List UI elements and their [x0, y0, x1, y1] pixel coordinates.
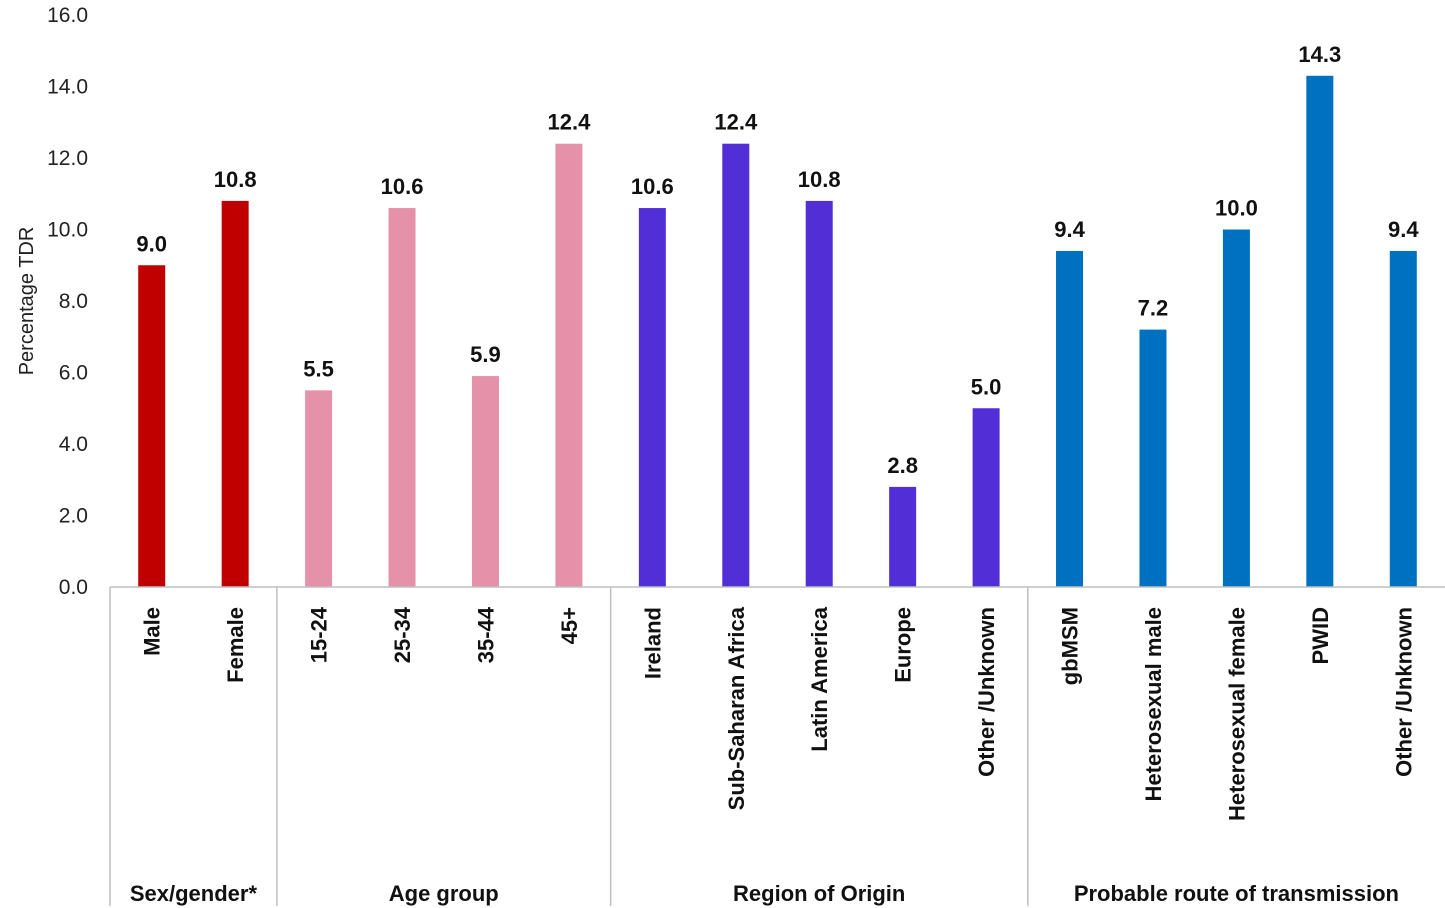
bar-2-2 — [805, 200, 833, 587]
category-label: PWID — [1308, 607, 1333, 664]
x-axis: Male Female 15-24 25-34 35-44 45+ Ireland Sub-S… — [109, 586, 1445, 906]
group-label: Age group — [389, 881, 499, 906]
y-axis-label: Percentage TDR — [16, 227, 38, 376]
bar-2-0 — [638, 208, 666, 588]
bar-3-0 — [1056, 250, 1084, 587]
bar-1-3 — [555, 143, 583, 587]
y-tick-label: 12.0 — [47, 147, 88, 170]
category-label: Heterosexual male — [1141, 607, 1166, 801]
y-tick-label: 8.0 — [59, 290, 88, 313]
value-label: 5.9 — [470, 342, 501, 367]
y-tick-label: 4.0 — [59, 433, 88, 456]
value-label: 12.4 — [714, 110, 758, 135]
value-label: 5.0 — [971, 374, 1002, 399]
bar-1-0 — [305, 390, 333, 587]
bars — [138, 75, 1417, 588]
category-label: Female — [223, 607, 248, 683]
value-label: 9.0 — [136, 231, 167, 256]
value-labels: 9.0 10.8 5.5 10.6 5.9 12.4 10.6 12.4 10.8 2.8 5.0 9… — [136, 42, 1419, 478]
bar-3-1 — [1139, 329, 1167, 587]
category-label: Sub-Saharan Africa — [724, 606, 749, 810]
category-label: Latin America — [807, 606, 832, 751]
category-label: 45+ — [557, 607, 582, 644]
bar-1-2 — [471, 376, 499, 587]
y-tick-label: 14.0 — [47, 76, 88, 99]
category-label: Other /Unknown — [1391, 607, 1416, 777]
bar-0-0 — [138, 265, 166, 587]
y-tick-label: 16.0 — [47, 4, 88, 27]
y-axis-ticks: 0.0 2.0 4.0 6.0 8.0 10.0 12.0 14.0 16.0 — [47, 4, 88, 599]
category-label: Other /Unknown — [974, 607, 999, 777]
value-label: 14.3 — [1298, 42, 1341, 67]
value-label: 10.8 — [798, 167, 841, 192]
value-label: 2.8 — [887, 453, 918, 478]
y-tick-label: 2.0 — [59, 505, 88, 528]
value-label: 9.4 — [1388, 217, 1419, 242]
bar-3-2 — [1222, 229, 1250, 587]
group-label: Region of Origin — [733, 881, 905, 906]
value-label: 10.8 — [214, 167, 257, 192]
category-label: Male — [140, 607, 165, 656]
value-label: 7.2 — [1138, 296, 1169, 321]
bar-2-3 — [889, 486, 917, 587]
value-label: 10.0 — [1215, 196, 1258, 221]
bar-2-1 — [722, 143, 750, 587]
bar-3-3 — [1306, 75, 1334, 588]
category-label: Ireland — [640, 607, 665, 679]
category-label: 35-44 — [473, 606, 498, 663]
value-label: 5.5 — [303, 356, 334, 381]
category-label: 15-24 — [307, 606, 332, 663]
bar-1-1 — [388, 208, 416, 588]
group-label: Sex/gender* — [130, 881, 258, 906]
group-label: Probable route of transmission — [1074, 881, 1399, 906]
value-label: 10.6 — [631, 174, 674, 199]
value-label: 12.4 — [547, 110, 591, 135]
y-tick-label: 0.0 — [59, 576, 88, 599]
value-label: 9.4 — [1054, 217, 1085, 242]
category-label: gbMSM — [1058, 607, 1083, 685]
category-label: 25-34 — [390, 606, 415, 663]
bar-3-4 — [1389, 250, 1417, 587]
y-tick-label: 10.0 — [47, 219, 88, 242]
y-tick-label: 6.0 — [59, 362, 88, 385]
category-label: Heterosexual female — [1224, 607, 1249, 821]
category-label: Europe — [891, 607, 916, 683]
bar-2-4 — [972, 408, 1000, 587]
bar-0-1 — [221, 200, 249, 587]
value-label: 10.6 — [381, 174, 424, 199]
